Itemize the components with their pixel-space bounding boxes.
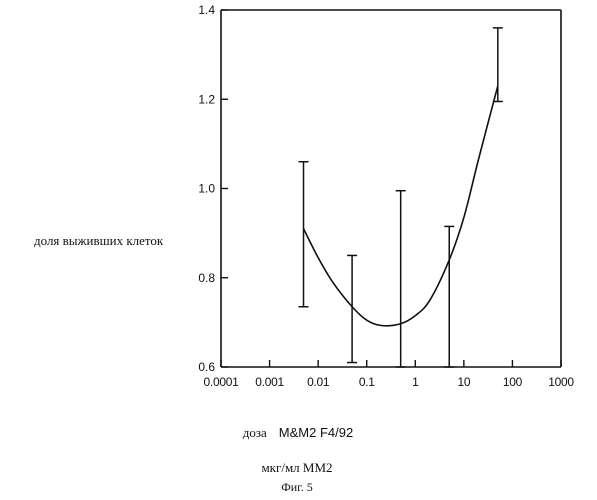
plot-area [221, 10, 561, 367]
error-bar [396, 191, 406, 367]
x-axis-ticks: 0.0001 0.001 0.01 0.1 1 10 100 1000 [204, 360, 575, 389]
x-tick-label: 0.01 [307, 375, 330, 389]
y-tick-label: 0.6 [198, 360, 215, 374]
y-tick-label: 1.4 [198, 3, 215, 17]
x-axis-label: доза M&M2 F4/92 [243, 425, 353, 440]
x-tick-label: 10 [457, 375, 470, 389]
x-tick-label: 0.0001 [204, 375, 240, 389]
x-axis-units: мкг/мл MM2 [261, 460, 332, 475]
x-tick-label: 0.1 [359, 375, 375, 389]
x-tick-label: 0.001 [255, 375, 284, 389]
y-tick-label: 1.2 [198, 92, 215, 106]
error-bar [493, 28, 503, 102]
x-tick-label: 1000 [548, 375, 574, 389]
x-tick-label: 100 [503, 375, 523, 389]
x-axis-label-name: M&M2 F4/92 [279, 425, 353, 440]
y-axis-label: доля выживших клеток [34, 233, 164, 248]
y-axis-ticks: 0.6 0.8 1.0 1.2 1.4 [198, 3, 228, 374]
y-tick-label: 1.0 [198, 182, 215, 196]
error-bar [444, 226, 454, 367]
error-bars [299, 28, 503, 367]
y-tick-label: 0.8 [198, 271, 215, 285]
figure-caption: Фиг. 5 [281, 480, 312, 494]
x-tick-label: 1 [412, 375, 419, 389]
error-bar [347, 255, 357, 362]
x-axis-label-prefix: доза [243, 425, 267, 440]
